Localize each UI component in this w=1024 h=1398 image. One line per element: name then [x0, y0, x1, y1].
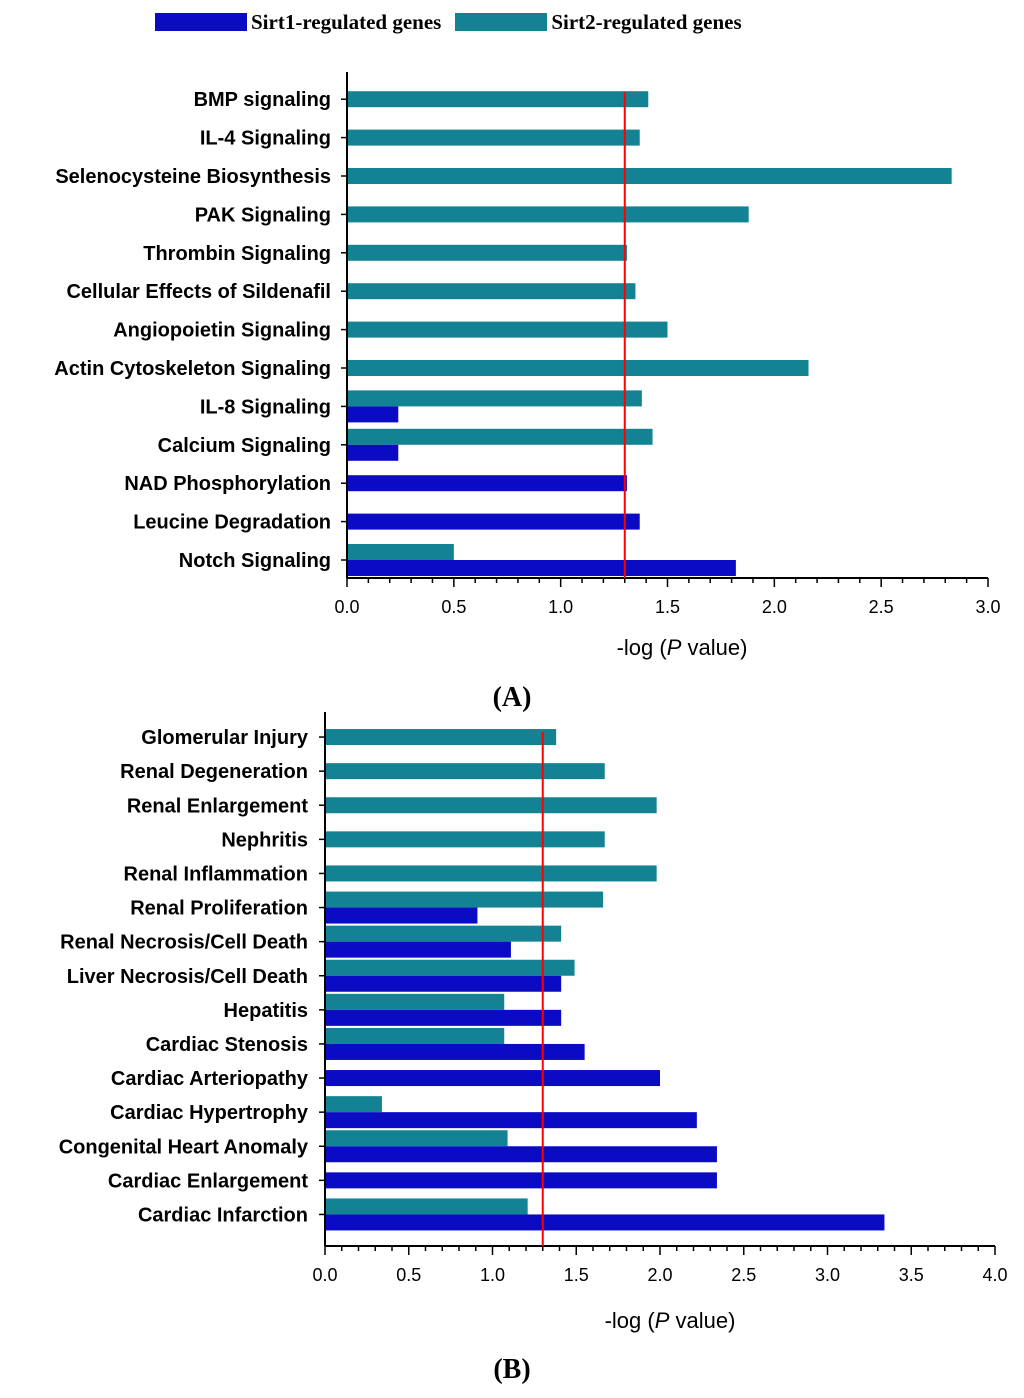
bar-sirt2 [325, 729, 557, 746]
bar-sirt2 [347, 168, 952, 184]
bar-sirt2 [325, 1096, 382, 1113]
legend-label-sirt1: Sirt1-regulated genes [251, 9, 442, 34]
panel-label: (A) [493, 682, 532, 713]
category-label: Nephritis [221, 829, 308, 851]
bar-sirt2 [325, 993, 505, 1010]
panel-label: (B) [493, 1354, 530, 1385]
x-axis-label: -log (P value) [617, 635, 748, 660]
category-label: Renal Enlargement [127, 795, 309, 817]
category-label: IL-4 Signaling [200, 128, 331, 150]
x-tick-label: 2.5 [869, 597, 894, 617]
bar-sirt2 [347, 244, 627, 261]
bar-sirt1 [347, 513, 640, 530]
bar-sirt2 [347, 321, 668, 338]
category-label: Angiopoietin Signaling [113, 320, 331, 342]
category-label: Hepatitis [224, 1000, 308, 1022]
bar-sirt1 [325, 941, 511, 958]
category-label: Cardiac Hypertrophy [110, 1102, 309, 1124]
category-label: Glomerular Injury [141, 727, 309, 749]
bar-sirt2 [325, 1027, 505, 1044]
legend-swatch-sirt1 [155, 13, 247, 31]
category-label: Cardiac Enlargement [108, 1170, 308, 1192]
x-tick-label: 1.0 [548, 597, 573, 617]
bar-sirt1 [325, 1214, 885, 1231]
bar-sirt1 [325, 1070, 660, 1087]
category-label: Actin Cytoskeleton Signaling [54, 358, 331, 380]
chart-panel-b: Glomerular Injury Renal Degeneration Renal… [59, 712, 1008, 1385]
bar-sirt2 [347, 129, 640, 146]
category-label: Cardiac Infarction [138, 1204, 308, 1226]
category-label: Congenital Heart Anomaly [59, 1136, 309, 1158]
x-tick-label: 1.5 [655, 597, 680, 617]
x-tick-label: 1.5 [564, 1265, 589, 1285]
category-label: Renal Inflammation [124, 863, 308, 885]
bar-sirt1 [325, 975, 562, 992]
category-label: Calcium Signaling [158, 435, 331, 457]
bar-sirt1 [325, 1043, 585, 1060]
bar-sirt1 [347, 475, 627, 492]
category-label: Notch Signaling [179, 550, 331, 572]
x-axis-label: -log (P value) [605, 1308, 736, 1333]
bar-sirt2 [347, 360, 809, 376]
category-label: Cardiac Stenosis [146, 1034, 308, 1056]
x-tick-label: 0.5 [441, 597, 466, 617]
category-label: IL-8 Signaling [200, 396, 331, 418]
chart-panel-a: BMP signaling IL-4 Signaling Selenocystein… [54, 72, 1001, 713]
bar-sirt2 [325, 763, 605, 780]
bar-sirt2 [325, 959, 575, 976]
bar-sirt1 [347, 444, 399, 461]
x-tick-label: 2.0 [647, 1265, 672, 1285]
legend-label-sirt2: Sirt2-regulated genes [551, 9, 742, 34]
category-label: Renal Degeneration [120, 761, 308, 783]
x-tick-label: 3.0 [975, 597, 1000, 617]
x-tick-label: 1.0 [480, 1265, 505, 1285]
category-label: Cardiac Arteriopathy [111, 1068, 309, 1090]
legend-item-sirt1: Sirt1-regulated genes [155, 10, 441, 35]
bar-sirt2 [325, 891, 604, 908]
bar-sirt1 [325, 1146, 717, 1163]
category-label: Thrombin Signaling [143, 243, 331, 265]
x-tick-label: 3.0 [815, 1265, 840, 1285]
bar-sirt2 [347, 428, 653, 445]
x-tick-label: 3.5 [899, 1265, 924, 1285]
category-label: Selenocysteine Biosynthesis [55, 166, 331, 188]
bar-sirt2 [325, 1198, 528, 1215]
legend-item-sirt2: Sirt2-regulated genes [455, 9, 742, 35]
bar-sirt1 [325, 1112, 697, 1129]
category-label: Liver Necrosis/Cell Death [67, 966, 308, 988]
bar-sirt1 [325, 907, 478, 924]
category-label: Renal Necrosis/Cell Death [60, 932, 308, 954]
x-tick-label: 2.0 [762, 597, 787, 617]
category-label: NAD Phosphorylation [124, 473, 331, 495]
bar-sirt1 [347, 406, 399, 423]
bar-sirt2 [325, 925, 562, 942]
bar-sirt2 [347, 206, 749, 223]
legend-swatch-sirt2 [455, 13, 548, 31]
bar-sirt1 [325, 1172, 717, 1189]
x-tick-label: 0.0 [312, 1265, 337, 1285]
legend: Sirt1-regulated genes Sirt2-regulated ge… [155, 8, 756, 36]
category-label: Renal Proliferation [130, 898, 308, 920]
bar-sirt1 [347, 560, 736, 576]
bar-sirt2 [347, 544, 454, 560]
bar-sirt2 [347, 91, 649, 108]
bar-sirt2 [347, 283, 636, 300]
x-tick-label: 0.0 [334, 597, 359, 617]
bar-sirt2 [325, 1130, 508, 1147]
category-label: Cellular Effects of Sildenafil [66, 281, 331, 303]
bar-sirt2 [325, 865, 657, 882]
category-label: BMP signaling [194, 89, 331, 111]
x-tick-label: 0.5 [396, 1265, 421, 1285]
bar-sirt1 [325, 1009, 562, 1026]
bar-sirt2 [325, 831, 605, 848]
bar-sirt2 [347, 390, 642, 407]
category-label: Leucine Degradation [133, 512, 331, 534]
x-tick-label: 2.5 [731, 1265, 756, 1285]
bar-sirt2 [325, 797, 657, 814]
category-label: PAK Signaling [195, 204, 331, 226]
x-tick-label: 4.0 [982, 1265, 1007, 1285]
